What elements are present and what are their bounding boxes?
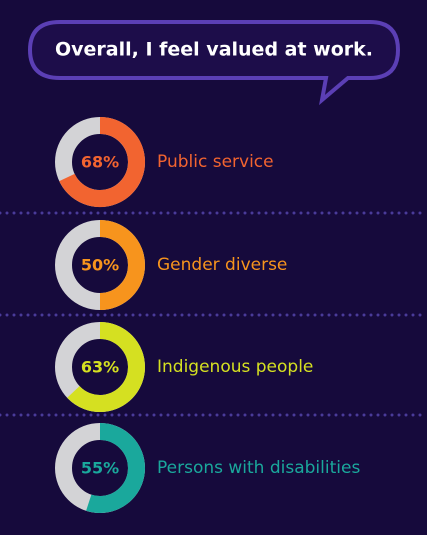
value-label: 50% bbox=[81, 256, 119, 275]
donut-arc bbox=[86, 423, 145, 513]
value-label: 55% bbox=[81, 459, 119, 478]
speech-bubble bbox=[27, 20, 401, 106]
value-label: 63% bbox=[81, 358, 119, 377]
donut-arc bbox=[59, 117, 145, 207]
value-label: 68% bbox=[81, 153, 119, 172]
title: Overall, I feel valued at work. bbox=[55, 39, 373, 61]
category-label: Indigenous people bbox=[157, 357, 313, 377]
donut-arc bbox=[67, 322, 145, 412]
category-label: Persons with disabilities bbox=[157, 458, 360, 478]
donut-arc bbox=[99, 220, 145, 310]
separators bbox=[0, 211, 427, 417]
category-label: Public service bbox=[157, 152, 274, 172]
category-label: Gender diverse bbox=[157, 255, 287, 275]
